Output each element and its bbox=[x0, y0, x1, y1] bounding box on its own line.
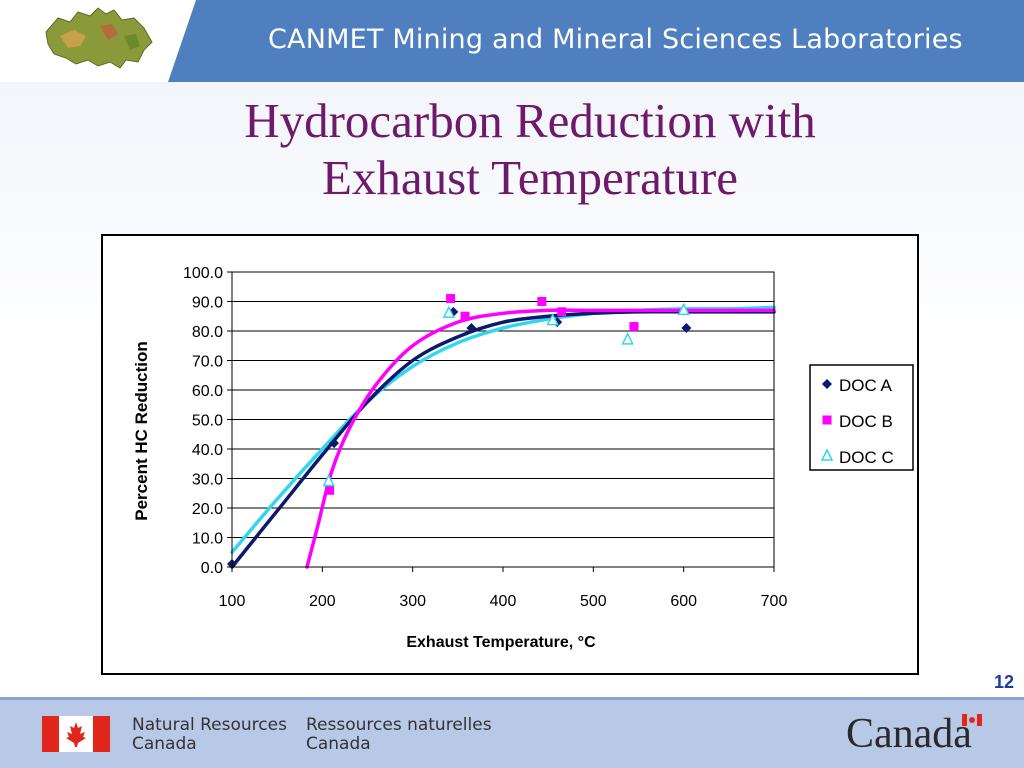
header-title: CANMET Mining and Mineral Sciences Labor… bbox=[268, 24, 963, 55]
y-tick-label: 30.0 bbox=[192, 472, 223, 489]
y-tick-label: 70.0 bbox=[192, 354, 223, 371]
y-tick-label: 40.0 bbox=[192, 442, 223, 459]
dept-fr-line-1: Ressources naturelles bbox=[306, 715, 492, 735]
chart-svg: 0.0 10.0 20.0 30.0 40.0 50.0 60.0 70.0 80.0 90.0 1… bbox=[132, 265, 914, 651]
header-bar: CANMET Mining and Mineral Sciences Labor… bbox=[0, 0, 1024, 82]
data-point-doc-a bbox=[329, 438, 340, 449]
legend-marker-doc-c bbox=[820, 448, 834, 461]
slide-title: Hydrocarbon Reduction with Exhaust Tempe… bbox=[0, 92, 1024, 206]
y-tick-label: 100.0 bbox=[183, 265, 223, 282]
page-number: 12 bbox=[993, 672, 1014, 692]
x-tick-label: 700 bbox=[761, 593, 788, 610]
y-tick-label: 80.0 bbox=[192, 324, 223, 341]
wordmark-flag-icon bbox=[962, 714, 982, 726]
data-point-doc-a bbox=[681, 323, 692, 334]
legend-label-doc-b: DOC B bbox=[839, 412, 893, 431]
footer-bar: Natural Resources Canada Ressources natu… bbox=[0, 700, 1024, 768]
dept-name-english: Natural Resources Canada bbox=[132, 716, 287, 754]
data-point-doc-b bbox=[460, 311, 470, 321]
dept-en-line-2: Canada bbox=[132, 734, 197, 754]
canada-wordmark: Canada bbox=[846, 711, 972, 757]
grid-layer bbox=[232, 271, 774, 568]
legend-marker-doc-b bbox=[822, 415, 832, 425]
y-axis-label: Percent HC Reduction bbox=[132, 341, 151, 520]
dept-fr-line-2: Canada bbox=[306, 734, 371, 754]
chart-frame: 0.0 10.0 20.0 30.0 40.0 50.0 60.0 70.0 80.0 90.0 1… bbox=[101, 234, 919, 675]
x-tick-label: 300 bbox=[399, 593, 426, 610]
dept-name-french: Ressources naturelles Canada bbox=[306, 716, 492, 754]
x-tick-label: 200 bbox=[309, 593, 336, 610]
trendline-doc-b bbox=[305, 308, 776, 569]
legend-marker-doc-a bbox=[822, 379, 832, 389]
data-point-doc-c bbox=[322, 473, 335, 487]
y-tick-label: 0.0 bbox=[201, 560, 223, 577]
trendline-layer bbox=[230, 305, 776, 569]
data-point-doc-b bbox=[629, 322, 639, 332]
data-point-doc-b bbox=[557, 307, 567, 317]
footer-divider bbox=[0, 697, 1024, 700]
x-tick-label: 400 bbox=[490, 593, 517, 610]
data-point-doc-a bbox=[466, 323, 477, 334]
canada-flag-icon bbox=[42, 716, 110, 752]
data-point-doc-b bbox=[446, 294, 456, 304]
data-point-doc-b bbox=[537, 297, 547, 306]
y-tick-label: 10.0 bbox=[192, 531, 223, 548]
trendline-doc-c bbox=[230, 305, 776, 554]
data-point-doc-c bbox=[546, 312, 559, 326]
slide-title-line-1: Hydrocarbon Reduction with bbox=[244, 93, 816, 148]
data-point-doc-c bbox=[621, 332, 634, 345]
data-point-doc-c bbox=[677, 302, 690, 316]
x-tick-label: 600 bbox=[670, 593, 697, 610]
header-band bbox=[168, 0, 1024, 82]
slide-title-line-2: Exhaust Temperature bbox=[321, 150, 739, 205]
y-tick-label: 20.0 bbox=[192, 501, 223, 518]
x-tick-label: 500 bbox=[580, 593, 607, 610]
x-tick-label: 100 bbox=[219, 593, 246, 610]
y-tick-label: 90.0 bbox=[192, 295, 223, 312]
data-point-doc-a bbox=[448, 306, 459, 317]
trendline-doc-a bbox=[230, 309, 776, 569]
axis-layer: 0.0 10.0 20.0 30.0 40.0 50.0 60.0 70.0 80.0 90.0 1… bbox=[183, 265, 787, 610]
dept-en-line-1: Natural Resources bbox=[132, 715, 287, 735]
data-point-doc-c bbox=[442, 305, 456, 319]
canada-map-logo bbox=[45, 7, 153, 69]
x-axis-label: Exhaust Temperature, °C bbox=[406, 634, 596, 651]
chart-legend: DOC A DOC B DOC C bbox=[809, 364, 914, 471]
legend-label-doc-a: DOC A bbox=[839, 376, 893, 395]
header-blue-shape bbox=[168, 0, 1024, 82]
y-tick-label: 50.0 bbox=[192, 413, 223, 430]
data-point-doc-b bbox=[325, 485, 335, 495]
y-tick-label: 60.0 bbox=[192, 383, 223, 400]
legend-label-doc-c: DOC C bbox=[839, 448, 894, 467]
